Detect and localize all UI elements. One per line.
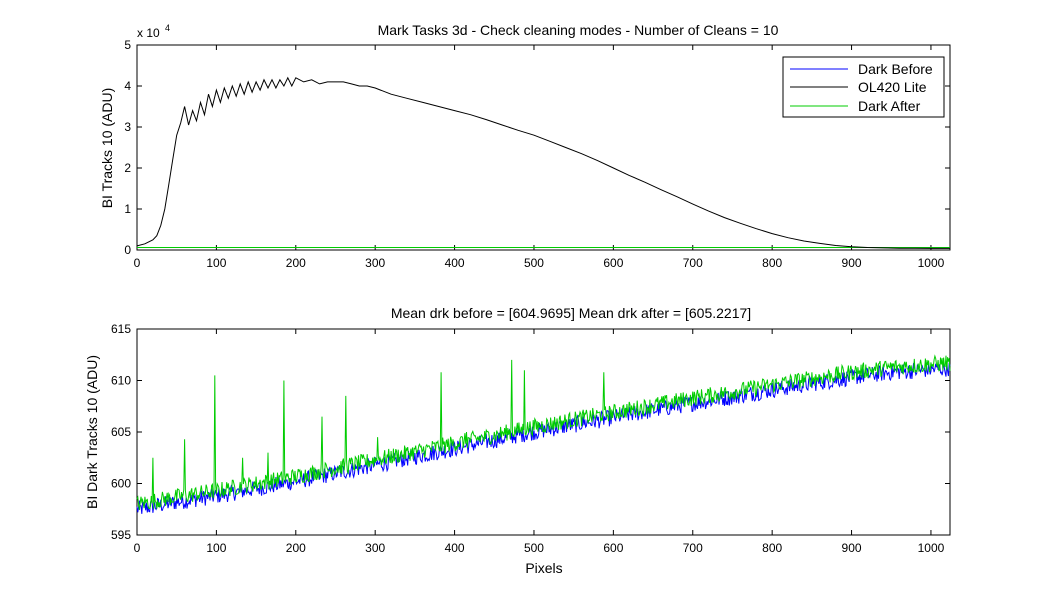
top-x-tick-label-1000: 1000 bbox=[918, 256, 945, 270]
legend-label-dark-before: Dark Before bbox=[858, 61, 933, 77]
bottom-series-line-1 bbox=[136, 354, 951, 511]
top-subplot: Mark Tasks 3d - Check cleaning modes - N… bbox=[99, 22, 951, 270]
bottom-x-tick-label-900: 900 bbox=[842, 541, 862, 555]
bottom-y-axis-label: BI Dark Tracks 10 (ADU) bbox=[84, 355, 100, 509]
top-x-tick-label-900: 900 bbox=[842, 256, 862, 270]
legend-label-ol420-lite: OL420 Lite bbox=[858, 79, 927, 95]
bottom-y-tick-label-600: 600 bbox=[111, 477, 131, 491]
bottom-x-tick-label-600: 600 bbox=[603, 541, 623, 555]
top-x-tick-label-100: 100 bbox=[206, 256, 226, 270]
bottom-y-tick-label-595: 595 bbox=[111, 528, 131, 542]
bottom-y-tick-label-605: 605 bbox=[111, 425, 131, 439]
bottom-x-tick-label-400: 400 bbox=[445, 541, 465, 555]
top-plot-series bbox=[136, 76, 950, 249]
top-x-tick-label-200: 200 bbox=[286, 256, 306, 270]
bottom-x-tick-label-800: 800 bbox=[762, 541, 782, 555]
legend: Dark Before OL420 Lite Dark After bbox=[782, 56, 945, 118]
top-y-tick-label-2: 2 bbox=[124, 161, 131, 175]
top-y-tick-label-0: 0 bbox=[124, 243, 131, 257]
top-x-tick-label-500: 500 bbox=[524, 256, 544, 270]
top-x-tick-label-800: 800 bbox=[762, 256, 782, 270]
top-x-tick-label-300: 300 bbox=[365, 256, 385, 270]
top-chart-title: Mark Tasks 3d - Check cleaning modes - N… bbox=[378, 22, 779, 38]
bottom-x-tick-label-0: 0 bbox=[134, 541, 141, 555]
top-x-tick-label-600: 600 bbox=[603, 256, 623, 270]
top-x-tick-label-700: 700 bbox=[683, 256, 703, 270]
bottom-axis-ticks: 0 100 200 300 400 500 600 700 800 900 1000 595 600 60… bbox=[111, 322, 950, 555]
bottom-x-tick-label-1000: 1000 bbox=[918, 541, 945, 555]
bottom-x-axis-label: Pixels bbox=[525, 560, 562, 576]
bottom-x-tick-label-100: 100 bbox=[206, 541, 226, 555]
legend-label-dark-after: Dark After bbox=[858, 98, 921, 114]
bottom-plot-series bbox=[136, 354, 951, 514]
bottom-subplot: Mean drk before = [604.9695] Mean drk af… bbox=[84, 305, 951, 576]
top-y-axis-label: BI Tracks 10 (ADU) bbox=[99, 88, 115, 209]
top-y-tick-label-1: 1 bbox=[124, 202, 131, 216]
bottom-x-tick-label-200: 200 bbox=[286, 541, 306, 555]
top-y-tick-label-4: 4 bbox=[124, 79, 131, 93]
bottom-y-tick-label-610: 610 bbox=[111, 374, 131, 388]
bottom-x-tick-label-700: 700 bbox=[683, 541, 703, 555]
top-y-scale-exponent: 4 bbox=[165, 23, 170, 33]
top-y-tick-label-3: 3 bbox=[124, 120, 131, 134]
bottom-y-tick-label-615: 615 bbox=[111, 322, 131, 336]
top-x-tick-label-400: 400 bbox=[445, 256, 465, 270]
bottom-chart-title: Mean drk before = [604.9695] Mean drk af… bbox=[391, 305, 751, 321]
top-axis-ticks: 0 100 200 300 400 500 600 700 800 900 1000 0 1 2 3 4 5 bbox=[124, 38, 950, 270]
bottom-x-tick-label-500: 500 bbox=[524, 541, 544, 555]
top-y-scale-label: x 10 bbox=[137, 26, 160, 40]
top-x-tick-label-0: 0 bbox=[134, 256, 141, 270]
bottom-x-tick-label-300: 300 bbox=[365, 541, 385, 555]
top-series-line-ol420-lite bbox=[136, 76, 950, 249]
top-y-tick-label-5: 5 bbox=[124, 38, 131, 52]
